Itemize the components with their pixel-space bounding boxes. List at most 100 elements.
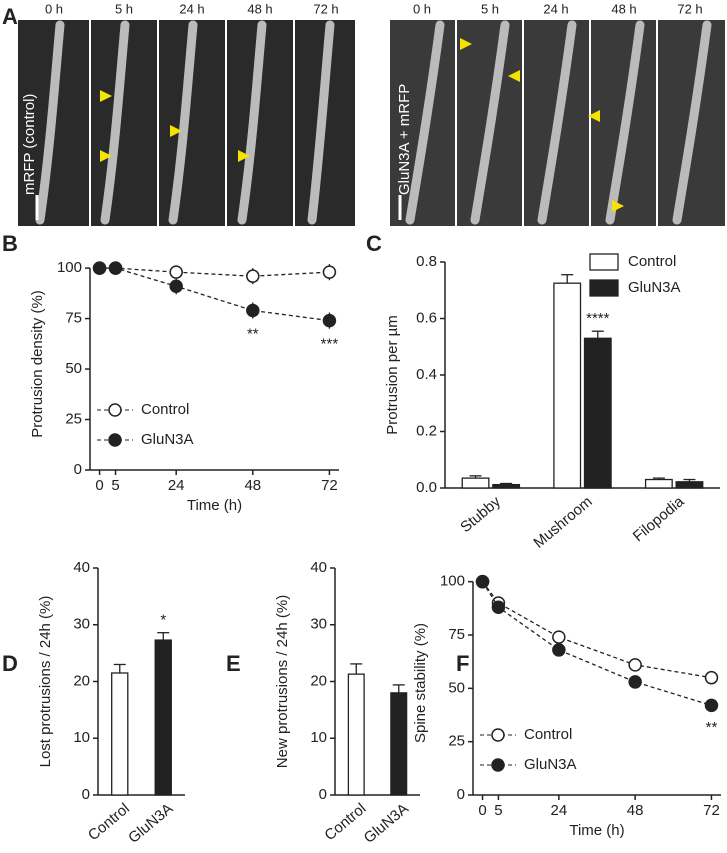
x-tick-label: 72 <box>703 802 720 819</box>
x-tick-label: Control <box>321 800 369 844</box>
legend-label: GluN3A <box>524 756 577 773</box>
bar <box>111 672 129 796</box>
legend-label: Control <box>524 726 572 743</box>
x-tick-label: 0 <box>95 477 103 494</box>
y-tick-label: 25 <box>448 733 465 750</box>
data-point <box>246 303 260 318</box>
x-axis-label: Time (h) <box>569 822 624 839</box>
image-label: GluN3A + mRFP <box>396 84 413 195</box>
x-tick-label: Mushroom <box>530 493 595 552</box>
x-tick-label: 5 <box>494 802 502 819</box>
y-tick-label: 30 <box>73 616 90 633</box>
x-tick-label: 5 <box>111 477 119 494</box>
y-tick-label: 0.6 <box>416 309 437 326</box>
time-label: 0 h <box>413 1 431 16</box>
y-tick-label: 0 <box>319 786 327 803</box>
y-axis-label: Spine stability (%) <box>412 623 429 743</box>
bar <box>154 639 172 796</box>
x-tick-label: Control <box>85 800 133 844</box>
y-tick-label: 20 <box>310 672 327 689</box>
x-tick-label: Filopodia <box>630 493 688 546</box>
y-tick-label: 0 <box>74 461 82 478</box>
y-tick-label: 30 <box>310 616 327 633</box>
legend-swatch <box>589 279 619 297</box>
y-tick-label: 10 <box>310 729 327 746</box>
data-point <box>169 279 183 294</box>
data-point <box>628 675 642 689</box>
panel-letter: C <box>366 231 382 256</box>
panel-letter: D <box>2 651 18 676</box>
y-tick-label: 20 <box>73 672 90 689</box>
y-tick-label: 25 <box>65 410 82 427</box>
time-label: 48 h <box>611 1 636 16</box>
y-tick-label: 0.8 <box>416 253 437 270</box>
panel-letter: B <box>2 231 18 256</box>
x-tick-label: 24 <box>551 802 568 819</box>
series-line <box>482 581 712 679</box>
y-tick-label: 0.0 <box>416 479 437 496</box>
data-point <box>704 698 719 713</box>
data-point <box>322 313 337 328</box>
legend-marker <box>108 433 122 447</box>
x-tick-label: GluN3A <box>361 800 412 847</box>
series-line <box>481 581 712 707</box>
data-point <box>169 265 183 279</box>
data-point <box>491 600 506 615</box>
y-tick-label: 100 <box>440 573 465 590</box>
panel-letter: E <box>226 651 241 676</box>
x-tick-label: 48 <box>627 802 644 819</box>
y-tick-label: 40 <box>310 559 327 576</box>
y-axis-label: Protrusion per µm <box>384 315 401 435</box>
image-label: mRFP (control) <box>21 94 38 195</box>
y-tick-label: 40 <box>73 559 90 576</box>
y-axis-label: Lost protrusions / 24h (%) <box>37 596 54 768</box>
y-axis-label: New protrusions / 24h (%) <box>274 595 291 768</box>
y-tick-label: 0.2 <box>416 422 437 439</box>
x-tick-label: 24 <box>168 477 185 494</box>
legend-marker <box>491 758 505 772</box>
bar <box>553 282 582 489</box>
y-axis-label: Protrusion density (%) <box>29 290 46 438</box>
time-label: 24 h <box>543 1 568 16</box>
time-label: 72 h <box>313 1 338 16</box>
time-label: 5 h <box>481 1 499 16</box>
data-point <box>246 269 260 283</box>
y-tick-label: 0 <box>457 786 465 803</box>
annotation: ** <box>247 326 259 343</box>
panel-letter: A <box>2 4 18 29</box>
data-point <box>108 261 123 275</box>
legend-swatch <box>589 253 619 271</box>
data-point <box>475 574 490 589</box>
y-tick-label: 0.4 <box>416 366 437 383</box>
y-tick-label: 75 <box>65 310 82 327</box>
y-tick-label: 75 <box>448 626 465 643</box>
bar <box>461 477 490 489</box>
data-point <box>704 670 719 685</box>
y-tick-label: 100 <box>57 259 82 276</box>
legend-marker <box>108 403 122 417</box>
legend-label: Control <box>628 253 676 270</box>
legend-label: GluN3A <box>141 431 194 448</box>
y-tick-label: 10 <box>73 729 90 746</box>
x-tick-label: 72 <box>321 477 338 494</box>
time-label: 72 h <box>677 1 702 16</box>
bar <box>583 337 612 489</box>
bar <box>492 483 521 489</box>
x-tick-label: GluN3A <box>125 800 176 847</box>
annotation: **** <box>586 310 610 327</box>
time-label: 24 h <box>179 1 204 16</box>
series-line <box>99 267 330 322</box>
time-label: 48 h <box>247 1 272 16</box>
bar <box>347 673 365 796</box>
annotation: * <box>160 612 166 629</box>
legend-label: GluN3A <box>628 279 681 296</box>
legend-label: Control <box>141 401 189 418</box>
annotation: *** <box>321 336 339 353</box>
annotation: ** <box>706 719 718 736</box>
bar <box>675 481 704 489</box>
data-point <box>552 643 566 657</box>
x-axis-label: Time (h) <box>187 497 242 514</box>
x-tick-label: Stubby <box>457 493 504 536</box>
time-label: 0 h <box>45 1 63 16</box>
